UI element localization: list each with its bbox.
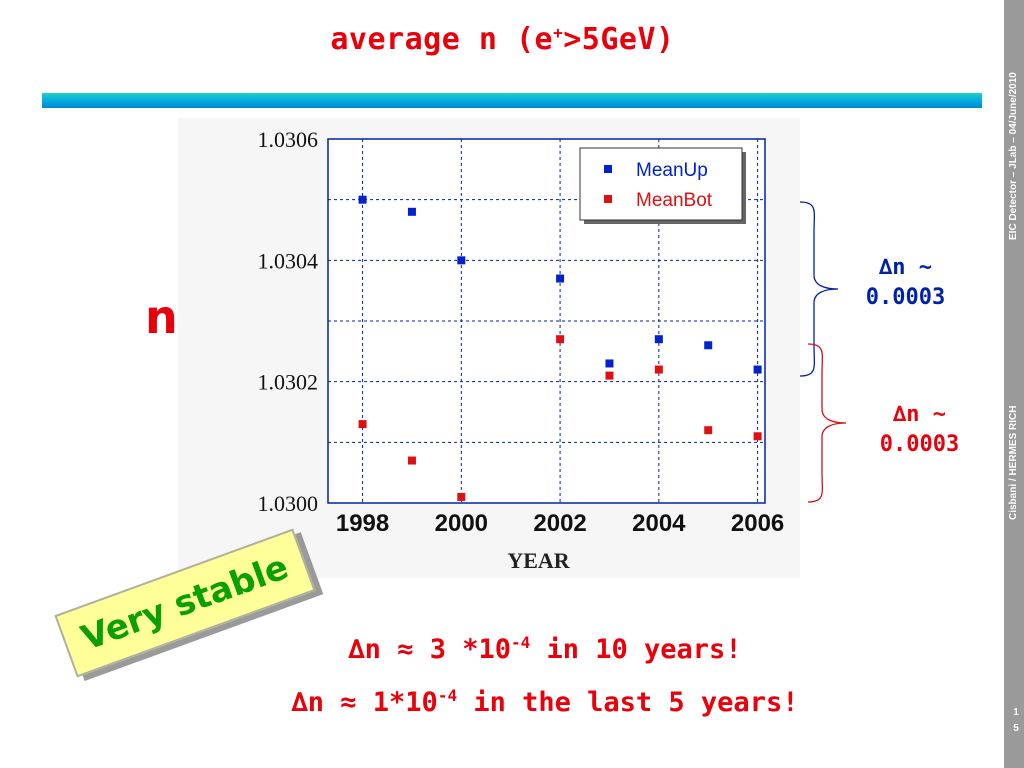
legend-box [579, 147, 743, 221]
meanup-point [407, 207, 416, 216]
range-braces [799, 201, 847, 503]
meanbot-point [358, 420, 367, 429]
y-tick-label: 1.0304 [258, 248, 319, 273]
summary-line-10-years: ∆n ≈ 3 *10-4 in 10 years! [348, 633, 742, 665]
meanbot-range-brace [807, 343, 847, 503]
meanup-point [556, 274, 565, 283]
meanup-point [753, 365, 762, 374]
meanup-range-brace [799, 201, 839, 377]
data-points [358, 195, 762, 501]
slide-title: average n (e+>5GeV) [330, 22, 675, 57]
delta-n-meanbot-annotation: ∆n ~0.0003 [879, 402, 960, 457]
legend-swatch-meanup [604, 165, 612, 173]
summary-text: ∆n ≈ 3 *10-4 in 10 years! ∆n ≈ 1*10-4 in… [180, 620, 910, 726]
grid-lines [328, 139, 765, 503]
title-underline-bar [42, 93, 982, 108]
meanup-point [358, 195, 367, 204]
y-tick-label: 1.0306 [258, 127, 319, 152]
meanbot-point [556, 335, 565, 344]
meanbot-point [654, 365, 663, 374]
meanbot-point [605, 371, 614, 380]
y-tick-label: 1.0302 [258, 370, 319, 395]
y-axis-symbol: n [145, 290, 178, 344]
meanbot-point [407, 456, 416, 465]
y-tick-label: 1.0300 [258, 491, 319, 516]
legend-label-meanup: MeanUp [636, 160, 708, 181]
meanup-point [654, 335, 663, 344]
delta-n-meanup-annotation: ∆n ~0.0003 [865, 255, 946, 310]
axis-tick-labels: 1998 2000 2002 2004 2006 1.0300 1.0302 1.0304 1.… [258, 127, 785, 537]
meanbot-point [753, 432, 762, 441]
x-tick-label: 2000 [435, 510, 488, 537]
legend-label-meanbot: MeanBot [636, 190, 713, 211]
meanbot-point [457, 492, 466, 501]
meanup-point [704, 341, 713, 350]
x-tick-label: 1998 [336, 510, 389, 537]
x-tick-label: 2002 [533, 510, 586, 537]
x-axis-label: YEAR [507, 548, 570, 573]
meanup-point [457, 256, 466, 265]
meanbot-point [704, 426, 713, 435]
side-panel [1004, 0, 1024, 768]
x-tick-label: 2006 [731, 510, 784, 537]
meanup-point [605, 359, 614, 368]
summary-line-5-years: ∆n ≈ 1*10-4 in the last 5 years! [291, 686, 799, 718]
legend-swatch-meanbot [604, 195, 612, 203]
x-tick-label: 2004 [632, 510, 686, 537]
chart-legend: MeanUp MeanBot [579, 147, 746, 224]
